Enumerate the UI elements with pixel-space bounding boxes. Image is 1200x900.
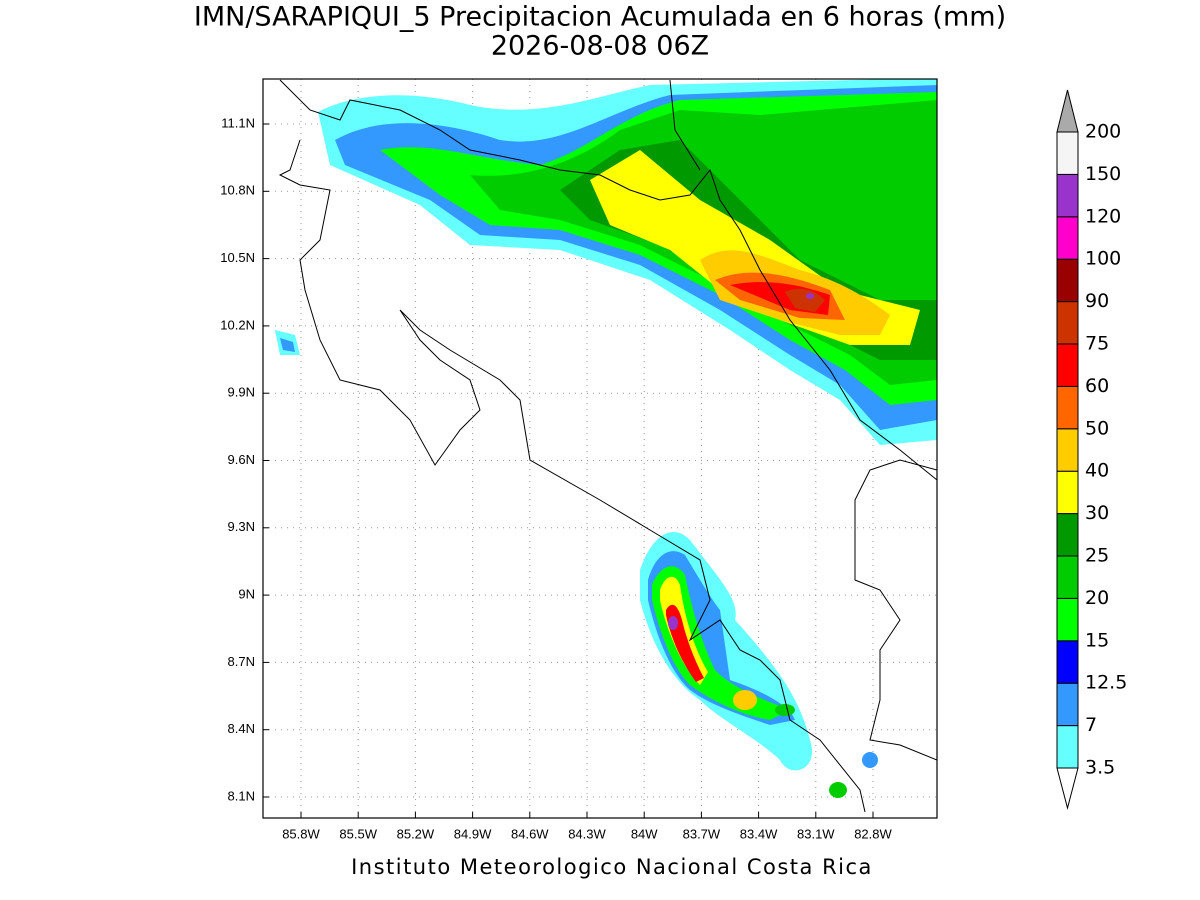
colorbar-box	[1056, 725, 1079, 769]
colorbar-label: 25	[1085, 545, 1109, 567]
lon-tick-label: 84.6W	[511, 826, 549, 841]
colorbar-box	[1056, 258, 1079, 303]
colorbar-box	[1056, 513, 1079, 557]
colorbar-label: 200	[1085, 121, 1121, 143]
colorbar-label: 3.5	[1085, 757, 1115, 779]
colorbar-box	[1056, 640, 1079, 684]
lat-tick-label: 10.8N	[220, 183, 255, 198]
title: IMN/SARAPIQUI_5 Precipitacion Acumulada …	[194, 2, 1006, 33]
lat-tick-label: 8.4N	[228, 721, 255, 736]
colorbar-label: 30	[1085, 502, 1109, 524]
lat-tick-label: 10.5N	[220, 250, 255, 265]
colorbar-box	[1056, 428, 1079, 472]
colorbar-label: 40	[1085, 460, 1109, 482]
colorbar-box	[1056, 597, 1079, 642]
lat-tick-label: 8.1N	[228, 788, 255, 803]
colorbar-box	[1056, 301, 1079, 345]
lon-tick-label: 84.3W	[568, 826, 606, 841]
lat-tick-label: 8.7N	[228, 654, 255, 669]
lon-tick-label: 85.8W	[282, 826, 320, 841]
colorbar-under	[1056, 767, 1079, 810]
lat-tick-label: 9N	[238, 587, 255, 602]
lon-tick-label: 83.7W	[683, 826, 721, 841]
colorbar-label: 7	[1085, 714, 1097, 736]
lon-tick-label: 83.1W	[797, 826, 835, 841]
lat-tick-label: 9.9N	[228, 385, 255, 400]
colorbar-box	[1056, 555, 1079, 599]
colorbar-label: 15	[1085, 629, 1109, 651]
lat-tick-label: 9.6N	[228, 452, 255, 467]
colorbar-box	[1056, 682, 1079, 727]
lon-tick-label: 82.8W	[854, 826, 892, 841]
colorbar-label: 12.5	[1085, 672, 1127, 694]
colorbar-label: 20	[1085, 587, 1109, 609]
lon-tick-label: 84W	[631, 826, 658, 841]
lon-tick-label: 84.9W	[454, 826, 492, 841]
colorbar-label: 60	[1085, 375, 1109, 397]
colorbar-box	[1056, 343, 1079, 387]
credit: Instituto Meteorologico Nacional Costa R…	[351, 855, 873, 879]
colorbar-label: 90	[1085, 290, 1109, 312]
colorbar-box	[1056, 173, 1079, 218]
lat-tick-label: 10.2N	[220, 317, 255, 332]
map-frame	[262, 78, 938, 819]
colorbar-box	[1056, 216, 1079, 260]
lon-tick-label: 83.4W	[740, 826, 778, 841]
colorbar-box	[1056, 131, 1079, 175]
lon-tick-label: 85.5W	[339, 826, 377, 841]
subtitle: 2026-08-08 06Z	[491, 31, 709, 62]
lon-tick-label: 85.2W	[397, 826, 435, 841]
lat-tick-label: 9.3N	[228, 519, 255, 534]
colorbar-over	[1056, 89, 1079, 133]
colorbar-label: 50	[1085, 417, 1109, 439]
lat-tick-label: 11.1N	[221, 115, 255, 130]
coastline	[278, 79, 937, 813]
colorbar-label: 75	[1085, 333, 1109, 355]
colorbar-label: 120	[1085, 205, 1121, 227]
colorbar-box	[1056, 470, 1079, 515]
precipitation	[275, 79, 937, 798]
colorbar-label: 100	[1085, 248, 1121, 270]
colorbar-label: 150	[1085, 163, 1121, 185]
colorbar-box	[1056, 385, 1079, 430]
